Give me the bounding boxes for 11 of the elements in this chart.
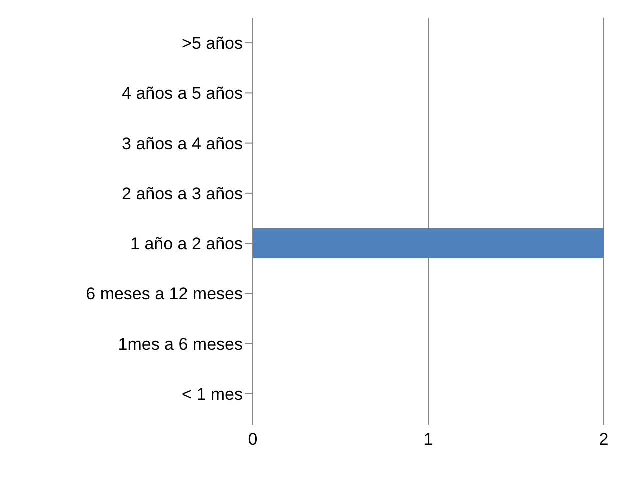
y-tick-label: < 1 mes <box>182 384 243 404</box>
y-tick-label: 1 año a 2 años <box>130 234 243 254</box>
y-tick-label: 3 años a 4 años <box>122 134 243 154</box>
y-tick-label: 2 años a 3 años <box>122 184 243 204</box>
x-tick-label: 2 <box>599 430 609 450</box>
y-tick-label: 4 años a 5 años <box>122 84 243 104</box>
y-tick-label: 1mes a 6 meses <box>118 334 243 354</box>
y-tick-label: >5 años <box>182 34 243 54</box>
y-tick-label: 6 meses a 12 meses <box>86 284 243 304</box>
x-tick-label: 0 <box>248 430 258 450</box>
x-tick-label: 1 <box>424 430 434 450</box>
